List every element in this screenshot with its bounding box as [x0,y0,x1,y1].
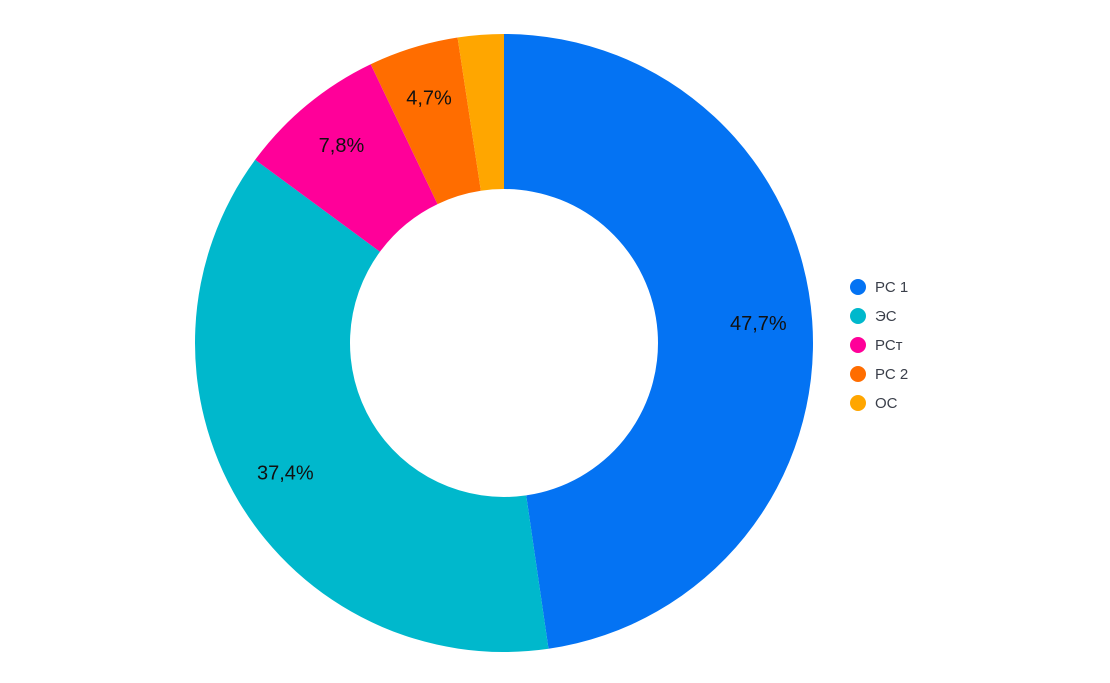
legend-label: РС 2 [875,366,908,383]
value-label: 47,7% [730,313,787,335]
legend-label: ОС [875,395,898,412]
legend-label: РС 1 [875,279,908,296]
legend-swatch [850,308,866,324]
legend-swatch [850,279,866,295]
value-label: 4,7% [406,88,452,110]
donut-slice [255,64,438,252]
donut-slice [195,159,549,652]
value-label: 7,8% [319,135,365,157]
donut-slice [370,37,481,205]
legend-swatch [850,337,866,353]
legend-swatch [850,366,866,382]
legend-label: ЭС [875,308,897,325]
value-label: 37,4% [257,462,314,484]
legend-label: РСт [875,337,903,354]
donut-slice [457,34,504,191]
legend-swatch [850,395,866,411]
donut-slice [504,34,813,649]
